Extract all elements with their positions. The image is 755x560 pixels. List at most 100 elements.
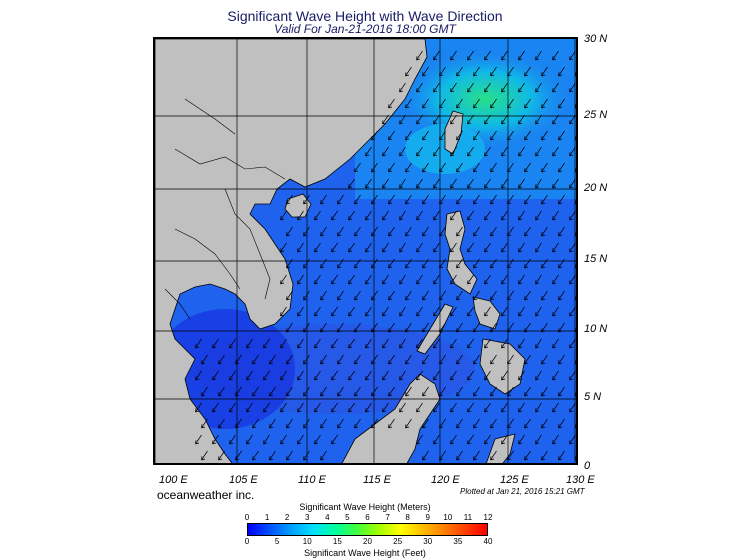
direction-arrow [575,360,576,365]
land-luzon [444,210,478,295]
direction-arrow [297,434,304,445]
direction-arrow [195,434,202,445]
direction-arrow [422,162,429,173]
direction-arrow [535,210,542,221]
direction-arrow [416,50,423,61]
direction-arrow [450,306,457,317]
direction-arrow [569,370,576,381]
lat-label-15n: 15 N [584,253,608,265]
meters-tick: 1 [264,513,270,522]
direction-arrow [484,402,491,413]
direction-arrow [524,194,531,205]
feet-tick: 5 [274,537,280,546]
lat-label-25n: 25 N [584,109,608,121]
meters-tick: 4 [325,513,330,522]
direction-arrow [541,194,548,205]
lon-label-105e: 105 E [229,474,258,486]
direction-arrow [467,402,474,413]
meters-tick: 11 [463,513,473,522]
direction-arrow [235,386,242,397]
direction-arrow [558,66,565,77]
direction-arrow [422,290,429,301]
direction-arrow [348,338,355,349]
direction-arrow [501,338,508,349]
direction-arrow [501,114,508,125]
feet-tick: 25 [393,537,403,546]
direction-arrow [439,258,446,269]
direction-arrow [201,386,208,397]
direction-arrow [552,50,559,61]
direction-arrow [263,338,270,349]
direction-arrow [524,354,531,365]
direction-arrow [297,242,304,253]
direction-arrow [422,98,429,109]
direction-arrow [501,50,508,61]
direction-arrow [535,338,542,349]
direction-arrow [524,66,531,77]
direction-arrow [558,130,565,141]
direction-arrow [388,290,395,301]
direction-arrow [365,210,372,221]
direction-arrow [320,322,327,333]
direction-arrow [348,242,355,253]
direction-arrow [303,290,310,301]
direction-arrow [518,146,525,157]
direction-arrow [569,114,576,125]
meters-tick: 10 [443,513,453,522]
direction-arrow [388,98,395,109]
direction-arrow [518,274,525,285]
direction-arrow [450,434,457,445]
direction-arrow [535,50,542,61]
direction-arrow [314,338,321,349]
direction-arrow [365,178,372,189]
direction-arrow [541,450,548,461]
direction-arrow [303,226,310,237]
direction-arrow [558,418,565,429]
legend-title-feet: Significant Wave Height (Feet) [304,548,426,558]
direction-arrow [467,146,474,157]
direction-arrow [382,178,389,189]
direction-arrow [246,338,253,349]
land-borneo [341,373,441,463]
direction-arrow [422,322,429,333]
direction-arrow [416,82,423,93]
direction-arrow [569,274,576,285]
direction-arrow [507,162,514,173]
direction-arrow [507,98,514,109]
direction-arrow [433,210,440,221]
direction-arrow [252,386,259,397]
direction-arrow [229,402,236,413]
direction-arrow [212,338,219,349]
direction-arrow [365,402,372,413]
direction-arrow [507,290,514,301]
direction-arrow [501,402,508,413]
feet-tick: 10 [302,537,312,546]
direction-arrow [490,354,497,365]
feet-tick: 20 [363,537,372,546]
direction-arrow [552,434,559,445]
direction-arrow [439,450,446,461]
direction-arrow [416,242,423,253]
direction-arrow [507,194,514,205]
direction-arrow [541,258,548,269]
direction-arrow [388,258,395,269]
direction-arrow [371,354,378,365]
direction-arrow [246,402,253,413]
direction-arrow [507,354,514,365]
direction-arrow [348,306,355,317]
direction-arrow [552,274,559,285]
direction-arrow [575,232,576,237]
direction-arrow [422,130,429,141]
direction-arrow [422,226,429,237]
direction-arrow [484,114,491,125]
direction-arrow [456,386,463,397]
direction-arrow [569,210,576,221]
direction-arrow [354,162,361,173]
direction-arrow [235,418,242,429]
direction-arrow [382,402,389,413]
direction-arrow [490,226,497,237]
direction-arrow [405,290,412,301]
direction-arrow [229,370,236,381]
lat-label-10n: 10 N [584,323,608,335]
direction-arrow [252,450,259,461]
